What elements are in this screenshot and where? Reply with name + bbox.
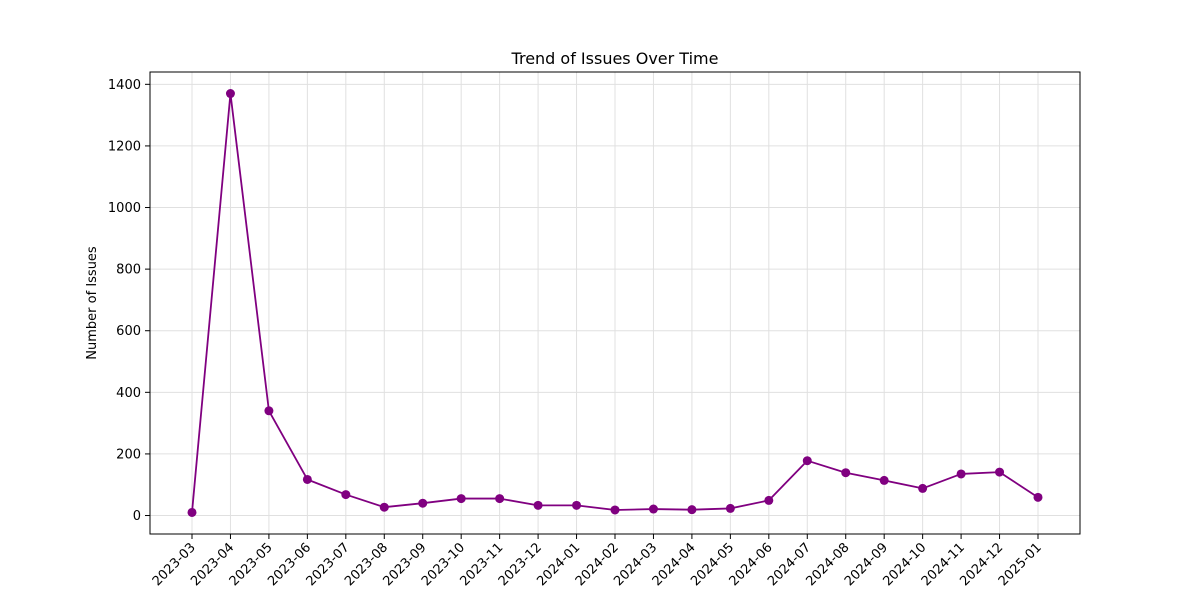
data-point [264, 406, 274, 416]
y-axis-title: Number of Issues [85, 246, 100, 360]
data-point [918, 483, 928, 493]
x-axis: 2023-032023-042023-052023-062023-072023-… [150, 534, 1045, 589]
data-point [648, 504, 658, 514]
x-tick-label: 2025-01 [996, 540, 1045, 589]
data-point [341, 490, 351, 500]
data-point [610, 505, 620, 515]
y-tick-label: 600 [116, 324, 141, 339]
data-point [572, 500, 582, 510]
data-point [764, 495, 774, 505]
data-point [725, 503, 735, 513]
y-tick-label: 800 [116, 263, 141, 278]
data-point [187, 507, 197, 517]
y-tick-label: 0 [133, 509, 141, 524]
series-layer [187, 89, 1043, 517]
data-point [225, 89, 235, 99]
data-point [418, 498, 428, 508]
y-tick-label: 200 [116, 447, 141, 462]
data-point [495, 494, 505, 504]
y-tick-label: 1000 [108, 201, 141, 216]
data-point [379, 502, 389, 512]
data-point [841, 468, 851, 478]
data-point [802, 456, 812, 466]
y-tick-label: 1200 [108, 139, 141, 154]
data-point [302, 474, 312, 484]
data-point [687, 505, 697, 515]
grid [150, 72, 1080, 534]
y-tick-label: 400 [116, 386, 141, 401]
data-point [533, 500, 543, 510]
data-point [879, 475, 889, 485]
data-point [956, 469, 966, 479]
data-point [995, 467, 1005, 477]
data-point [1033, 492, 1043, 502]
y-axis: 0 200 400 600 800 1000 1200 1400 [108, 78, 150, 524]
y-tick-label: 1400 [108, 78, 141, 93]
chart-title: Trend of Issues Over Time [511, 49, 719, 68]
data-point [456, 494, 466, 504]
